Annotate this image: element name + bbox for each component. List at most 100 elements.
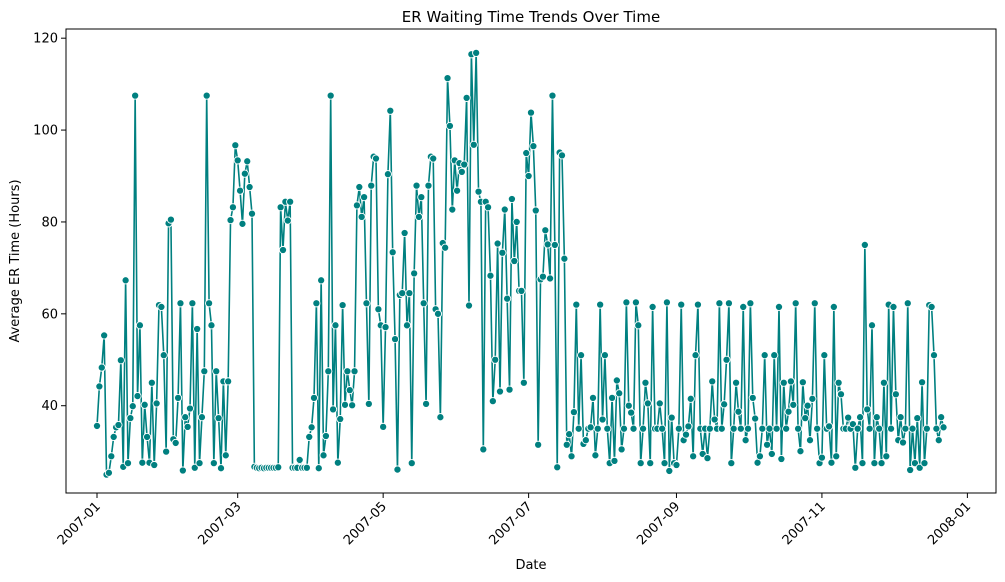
data-point <box>608 393 617 402</box>
data-point <box>226 216 235 225</box>
data-point <box>577 351 586 360</box>
data-point <box>867 321 877 330</box>
data-point <box>724 299 733 308</box>
data-point <box>109 432 118 442</box>
data-point <box>565 430 574 439</box>
data-point <box>569 408 578 417</box>
data-point <box>321 431 330 441</box>
data-point <box>510 256 519 266</box>
data-point <box>858 459 867 468</box>
data-point <box>777 454 786 464</box>
data-point <box>140 400 149 409</box>
data-point <box>779 378 788 387</box>
data-point <box>133 392 142 401</box>
data-point <box>798 378 807 387</box>
data-point <box>338 301 347 310</box>
x-tick-label: 2007-05 <box>341 499 390 548</box>
data-point <box>550 240 559 249</box>
data-point <box>443 74 452 83</box>
data-point <box>441 243 450 252</box>
data-point <box>908 424 917 433</box>
data-point <box>705 424 714 433</box>
data-point <box>629 424 638 433</box>
data-point <box>691 351 700 360</box>
data-point <box>410 269 419 278</box>
data-point <box>810 299 819 308</box>
data-point <box>927 302 936 311</box>
data-point <box>243 157 252 166</box>
data-point <box>863 405 872 414</box>
data-point <box>238 219 247 228</box>
data-point <box>228 203 237 212</box>
data-point <box>121 276 130 285</box>
data-point <box>522 148 531 158</box>
data-point <box>393 465 402 474</box>
data-point <box>827 458 836 467</box>
data-point <box>178 466 187 475</box>
data-point <box>274 463 283 472</box>
data-point <box>891 390 900 399</box>
data-point <box>758 424 767 433</box>
data-point <box>808 394 817 403</box>
data-point <box>197 413 206 422</box>
x-tick-label: 2008-01 <box>925 499 974 548</box>
data-point <box>627 408 636 417</box>
data-point <box>596 300 605 309</box>
data-point <box>360 193 369 202</box>
data-point <box>162 447 171 456</box>
data-point <box>660 459 669 468</box>
data-point <box>224 377 233 386</box>
data-point <box>488 397 497 406</box>
data-point <box>791 299 800 308</box>
data-point <box>715 299 724 308</box>
series-line <box>96 52 945 476</box>
data-point <box>803 401 812 410</box>
data-point <box>646 459 655 468</box>
data-point <box>624 401 633 410</box>
data-point <box>333 458 342 467</box>
x-tick-label: 2007-03 <box>195 499 244 548</box>
data-point <box>760 351 769 360</box>
data-point <box>743 424 753 433</box>
data-point <box>817 453 826 462</box>
data-point <box>615 389 624 398</box>
data-point <box>820 351 829 360</box>
data-point <box>379 422 388 431</box>
data-point <box>727 459 736 468</box>
data-point <box>736 424 745 433</box>
data-point <box>898 438 908 447</box>
data-point <box>786 377 795 386</box>
data-point <box>104 468 113 477</box>
y-tick-label: 60 <box>41 307 58 322</box>
data-point <box>97 363 106 372</box>
data-point <box>586 423 595 432</box>
data-point <box>882 452 891 461</box>
data-point <box>233 156 242 165</box>
data-point <box>560 254 569 263</box>
data-point <box>610 456 619 465</box>
data-point <box>524 171 533 181</box>
data-point <box>174 393 183 402</box>
data-point <box>462 93 471 102</box>
data-point <box>526 108 536 117</box>
data-point <box>212 367 221 376</box>
data-point <box>429 154 438 163</box>
data-point <box>920 459 929 468</box>
y-tick-label: 100 <box>33 124 58 139</box>
data-point <box>240 169 249 178</box>
data-point <box>557 151 567 160</box>
data-point <box>512 217 521 226</box>
data-point <box>205 299 214 308</box>
data-point <box>400 228 409 238</box>
data-point <box>433 309 443 318</box>
data-point <box>872 413 881 422</box>
data-point <box>367 181 376 190</box>
data-point <box>200 367 209 376</box>
data-point <box>95 382 104 391</box>
data-point <box>355 182 364 192</box>
data-point <box>677 300 686 309</box>
data-point <box>519 378 528 387</box>
data-point <box>214 414 223 423</box>
data-point <box>746 299 755 308</box>
